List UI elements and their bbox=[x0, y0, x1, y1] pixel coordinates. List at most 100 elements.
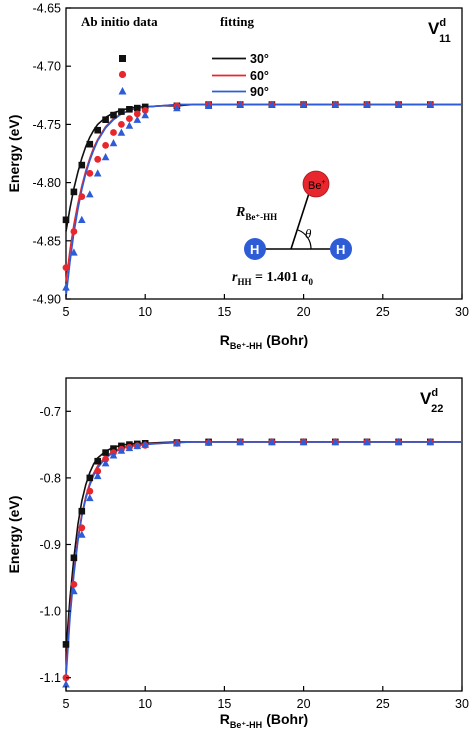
data-point-triangle bbox=[133, 115, 142, 123]
atom-h-right-circle bbox=[330, 238, 352, 260]
data-point-square bbox=[62, 641, 70, 648]
data-point-circle bbox=[110, 129, 117, 136]
data-point-circle bbox=[78, 524, 86, 532]
panel-v11: 5 10 15 20 25 30 -4.90 -4.85 -4.80 -4.75 -4.70 -4.6… bbox=[6, 2, 469, 352]
data-point-square bbox=[94, 126, 101, 134]
legend-marker-circle bbox=[118, 70, 127, 79]
data-point-triangle bbox=[173, 439, 181, 447]
data-point-triangle bbox=[93, 169, 102, 177]
data-point-triangle bbox=[109, 139, 118, 147]
legend-label-90: 90° bbox=[250, 85, 269, 99]
data-point-triangle bbox=[426, 437, 435, 446]
data-point-triangle bbox=[204, 438, 213, 446]
x-tick-label: 5 bbox=[63, 697, 70, 711]
legend-header-data: Ab initio data bbox=[81, 14, 158, 29]
x-tick-label: 20 bbox=[297, 305, 311, 319]
x-axis-label: RBe⁺-HH (Bohr) bbox=[220, 332, 308, 351]
y-tick-label: -1.1 bbox=[39, 671, 61, 685]
angle-label: θ bbox=[305, 226, 312, 241]
y-tick-label: -4.80 bbox=[33, 176, 62, 190]
data-point-triangle bbox=[236, 437, 244, 446]
fit-line-90deg bbox=[65, 441, 462, 678]
fit-line-30deg bbox=[65, 441, 462, 652]
data-point-triangle bbox=[426, 100, 435, 108]
data-point-square bbox=[102, 116, 109, 123]
data-point-triangle bbox=[236, 100, 244, 108]
data-point-triangle bbox=[363, 437, 371, 446]
data-point-triangle bbox=[268, 100, 276, 108]
data-point-circle bbox=[86, 487, 94, 495]
fit-line-60deg bbox=[65, 441, 462, 672]
atom-h-right-label: H bbox=[336, 242, 345, 257]
legend: Ab initio data fitting 30° 60° 90° bbox=[81, 14, 269, 99]
legend-marker-triangle bbox=[118, 87, 127, 95]
data-point-triangle bbox=[331, 437, 340, 446]
data-point-triangle bbox=[133, 441, 142, 450]
data-point-triangle bbox=[141, 440, 149, 448]
data-point-square bbox=[70, 554, 78, 562]
x-tick-label: 5 bbox=[63, 305, 70, 319]
data-point-circle bbox=[125, 115, 133, 122]
atom-be-circle bbox=[302, 170, 330, 198]
y-tick-label: -0.8 bbox=[39, 471, 61, 485]
ticks-layer: 5 10 15 20 25 30 -4.90 -4.85 -4.80 -4.75 -4.70 -4.6… bbox=[33, 2, 469, 320]
data-point-square bbox=[110, 111, 117, 119]
data-point-triangle bbox=[173, 104, 181, 112]
data-point-square bbox=[141, 103, 149, 111]
data-point-triangle bbox=[125, 121, 134, 129]
geometry-inset: Be+ H H RBe⁺-HH θ rHH = 1.401 a0 bbox=[232, 170, 352, 287]
data-point-triangle bbox=[394, 437, 403, 446]
data-point-triangle bbox=[86, 190, 94, 198]
data-point-circle bbox=[70, 228, 78, 235]
data-point-triangle bbox=[125, 443, 134, 452]
x-tick-label: 30 bbox=[455, 305, 469, 319]
panel-v22: 5 10 15 20 25 30-1.1-1.0-0.9-0.8-0.7 Vd 22 Ene… bbox=[6, 377, 469, 730]
panel-label: Vd 11 bbox=[428, 17, 451, 45]
y-tick-label: -4.75 bbox=[33, 118, 62, 132]
data-point-triangle bbox=[70, 587, 78, 595]
data-point-circle bbox=[141, 107, 149, 114]
y-tick-label: -0.9 bbox=[39, 538, 61, 552]
data-point-triangle bbox=[117, 128, 126, 136]
x-tick-label: 25 bbox=[376, 305, 390, 319]
panel-label-sub: 11 bbox=[439, 33, 451, 45]
data-point-square bbox=[62, 216, 70, 224]
ticks-layer: 5 10 15 20 25 30 -1.1 -1.0 -0.9 -0.8 -0.7 bbox=[39, 405, 469, 711]
data-point-triangle bbox=[86, 493, 94, 502]
data-point-triangle bbox=[62, 680, 70, 688]
legend-header-fit: fitting bbox=[220, 14, 254, 29]
plot-frame bbox=[65, 377, 463, 692]
data-point-square bbox=[134, 104, 141, 112]
data-point-triangle bbox=[363, 100, 371, 108]
marks-layer bbox=[62, 100, 462, 297]
data-point-square bbox=[78, 161, 86, 169]
data-point-circle bbox=[133, 110, 141, 118]
x-tick-label: 15 bbox=[217, 697, 231, 711]
bond-length-label: rHH = 1.401 a0 bbox=[232, 270, 313, 287]
data-point-circle bbox=[118, 121, 125, 128]
panel-label: Vd 22 bbox=[420, 387, 443, 415]
data-point-triangle bbox=[331, 100, 340, 108]
angle-arc bbox=[297, 229, 312, 250]
data-point-triangle bbox=[117, 446, 126, 454]
data-point-circle bbox=[94, 155, 102, 163]
data-point-triangle bbox=[299, 100, 308, 108]
data-point-triangle bbox=[141, 111, 149, 119]
x-tick-label: 20 bbox=[297, 697, 311, 711]
data-point-triangle bbox=[78, 215, 86, 223]
panel-label-sup: d bbox=[439, 17, 446, 29]
data-point-square bbox=[102, 449, 109, 456]
data-point-triangle bbox=[101, 153, 110, 161]
data-point-triangle bbox=[93, 471, 102, 480]
atom-h-left-label: H bbox=[250, 242, 259, 257]
y-axis-label: Energy (eV) bbox=[6, 496, 22, 574]
legend-marker-square bbox=[119, 55, 126, 62]
y-tick-label: -4.85 bbox=[33, 234, 62, 248]
y-tick-label: -4.70 bbox=[33, 60, 62, 74]
legend-label-60: 60° bbox=[250, 69, 269, 83]
data-point-triangle bbox=[299, 437, 308, 446]
fit-line-90deg bbox=[65, 103, 462, 297]
x-tick-label: 10 bbox=[138, 305, 152, 319]
data-point-triangle bbox=[62, 283, 70, 291]
